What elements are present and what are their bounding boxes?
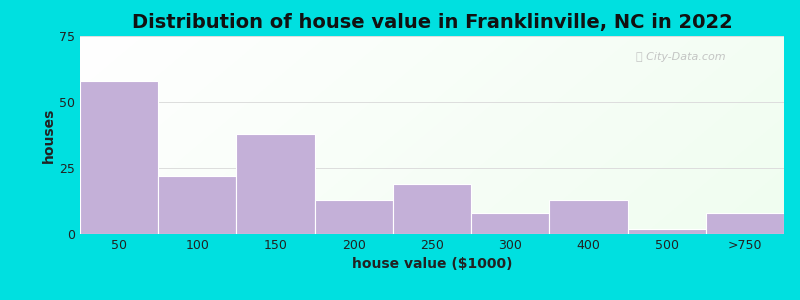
Bar [550,200,627,234]
Bar [237,134,314,234]
X-axis label: house value ($1000): house value ($1000) [352,257,512,272]
Bar [158,176,237,234]
Text: ⓘ City-Data.com: ⓘ City-Data.com [636,52,726,62]
Bar [627,229,706,234]
Bar [393,184,471,234]
Y-axis label: houses: houses [42,107,56,163]
Title: Distribution of house value in Franklinville, NC in 2022: Distribution of house value in Franklinv… [132,13,732,32]
Bar [314,200,393,234]
Bar [706,213,784,234]
Bar [80,81,158,234]
Bar [471,213,550,234]
